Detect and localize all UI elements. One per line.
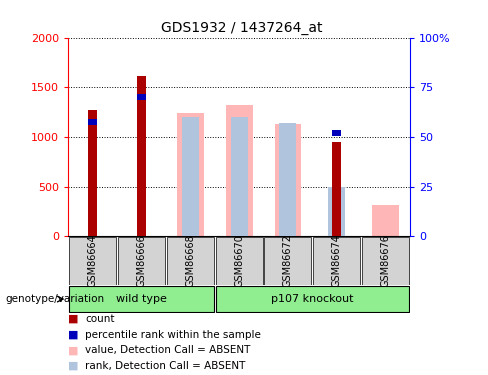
Bar: [88, 120, 97, 126]
Bar: [216, 237, 263, 285]
Bar: [230, 117, 248, 236]
Bar: [328, 187, 345, 236]
Text: p107 knockout: p107 knockout: [271, 294, 354, 304]
Bar: [167, 237, 214, 285]
Text: ■: ■: [68, 314, 79, 324]
Text: value, Detection Call = ABSENT: value, Detection Call = ABSENT: [85, 345, 251, 355]
Text: GSM86676: GSM86676: [381, 234, 390, 287]
Bar: [274, 124, 302, 236]
Text: GSM86670: GSM86670: [234, 234, 244, 287]
Text: genotype/variation: genotype/variation: [5, 294, 104, 304]
Bar: [69, 237, 116, 285]
Text: GSM86668: GSM86668: [185, 234, 195, 287]
Bar: [118, 237, 165, 285]
Bar: [372, 206, 399, 236]
Bar: [69, 286, 214, 312]
Bar: [182, 117, 199, 236]
Bar: [177, 113, 203, 236]
Text: rank, Detection Call = ABSENT: rank, Detection Call = ABSENT: [85, 361, 246, 371]
Text: GSM86664: GSM86664: [88, 234, 98, 287]
Bar: [362, 237, 409, 285]
Text: percentile rank within the sample: percentile rank within the sample: [85, 330, 261, 339]
Bar: [313, 237, 360, 285]
Bar: [332, 142, 341, 236]
Text: ■: ■: [68, 345, 79, 355]
Bar: [264, 237, 311, 285]
Text: wild type: wild type: [116, 294, 167, 304]
Text: GSM86674: GSM86674: [332, 234, 342, 287]
Bar: [137, 76, 146, 236]
Text: ■: ■: [68, 330, 79, 339]
Bar: [137, 94, 146, 100]
Bar: [332, 130, 341, 136]
Bar: [88, 110, 97, 236]
Text: GDS1932 / 1437264_at: GDS1932 / 1437264_at: [161, 21, 322, 34]
Text: GSM86666: GSM86666: [137, 234, 146, 287]
Text: GSM86672: GSM86672: [283, 234, 293, 287]
Bar: [279, 123, 297, 236]
Bar: [216, 286, 409, 312]
Bar: [225, 105, 253, 236]
Text: count: count: [85, 314, 115, 324]
Text: ■: ■: [68, 361, 79, 371]
